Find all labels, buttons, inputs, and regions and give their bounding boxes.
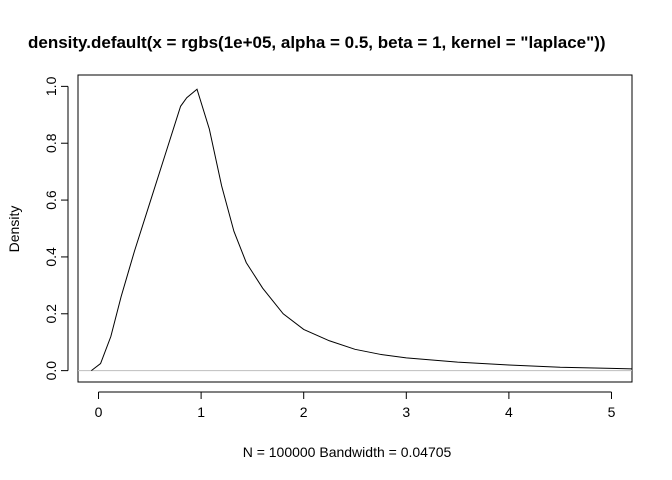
y-axis-label: Density <box>6 206 22 253</box>
y-tick-label: 1.0 <box>43 76 59 96</box>
x-axis: 0 1 2 3 4 5 <box>95 391 616 420</box>
x-tick-label: 2 <box>300 404 308 420</box>
x-tick-label: 5 <box>608 404 616 420</box>
x-tick-label: 4 <box>505 404 513 420</box>
y-tick-label: 0.4 <box>43 247 59 267</box>
y-tick-label: 0.6 <box>43 190 59 210</box>
y-tick-label: 0.2 <box>43 304 59 324</box>
y-axis: 0.0 0.2 0.4 0.6 0.8 1.0 <box>43 76 69 381</box>
density-curve <box>91 88 633 372</box>
y-tick-label: 0.8 <box>43 133 59 153</box>
x-tick-label: 1 <box>197 404 205 420</box>
y-tick-label: 0.0 <box>43 361 59 381</box>
x-axis-label: N = 100000 Bandwidth = 0.04705 <box>243 444 452 460</box>
plot-frame <box>77 74 633 383</box>
x-tick-label: 0 <box>95 404 103 420</box>
x-tick-label: 3 <box>402 404 410 420</box>
chart-title: density.default(x = rgbs(1e+05, alpha = … <box>28 33 606 52</box>
